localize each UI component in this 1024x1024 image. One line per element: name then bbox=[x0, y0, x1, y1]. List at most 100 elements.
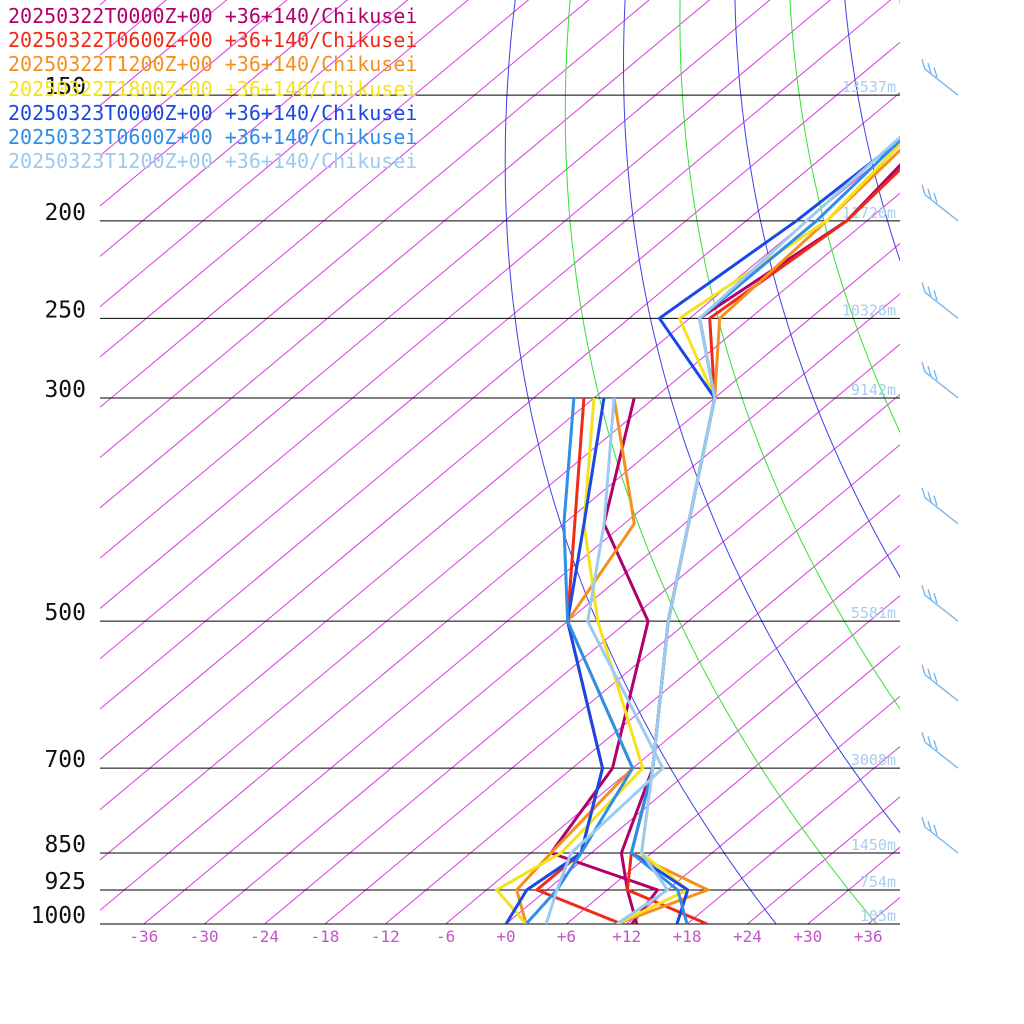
temperature-tick-label: +6 bbox=[557, 927, 576, 946]
wind-barb bbox=[921, 487, 959, 525]
isotherm-line bbox=[324, 444, 900, 924]
temperature-tick-label: -18 bbox=[310, 927, 339, 946]
wind-barb-staff bbox=[924, 674, 959, 702]
wind-barb-staff bbox=[924, 741, 959, 769]
temperature-tick-label: -12 bbox=[371, 927, 400, 946]
legend-entry: 20250323T0600Z+00 +36+140/Chikusei bbox=[8, 125, 418, 150]
pressure-label: 1000 bbox=[31, 903, 86, 929]
pressure-label: 850 bbox=[44, 832, 86, 858]
wind-barb bbox=[921, 584, 959, 622]
isotherm-line bbox=[203, 343, 900, 924]
dewpoint-profile-line bbox=[495, 397, 645, 924]
pressure-label: 200 bbox=[44, 200, 86, 226]
wind-barb-flag bbox=[933, 495, 938, 506]
temperature-profile-line bbox=[616, 148, 900, 924]
legend-entry: 20250322T1800Z+00 +36+140/Chikusei bbox=[8, 76, 418, 101]
isotherm-line bbox=[686, 745, 900, 924]
wind-barb-staff bbox=[924, 594, 959, 622]
wind-barb-flag bbox=[927, 735, 932, 747]
wind-barb-flag bbox=[927, 286, 932, 297]
wind-barb-flag bbox=[933, 192, 938, 204]
dry-adiabat-line bbox=[899, 0, 900, 6]
height-label: 5581m bbox=[851, 604, 896, 622]
legend-entry: 20250322T0600Z+00 +36+140/Chikusei bbox=[8, 28, 418, 53]
isotherm-line bbox=[384, 494, 900, 924]
temperature-tick-label: +24 bbox=[733, 927, 762, 946]
temperature-profile-line bbox=[625, 167, 900, 924]
wind-barb-flag bbox=[933, 592, 938, 604]
temperature-profile-line bbox=[616, 142, 900, 924]
wind-barb-staff bbox=[924, 194, 959, 222]
isotherm-line bbox=[867, 896, 900, 924]
dry-adiabat-line bbox=[504, 0, 777, 924]
wind-barb-flag bbox=[921, 58, 926, 70]
dewpoint-profile-line bbox=[504, 397, 606, 924]
wind-barb-staff bbox=[924, 497, 959, 525]
dry-adiabat-line bbox=[564, 0, 878, 924]
temperature-profile-line bbox=[629, 138, 900, 924]
dry-adiabat-line bbox=[789, 0, 900, 434]
isotherm-line bbox=[505, 595, 900, 924]
pressure-label: 925 bbox=[44, 869, 86, 895]
legend-entry: 20250323T0000Z+00 +36+140/Chikusei bbox=[8, 100, 418, 125]
height-label: 3008m bbox=[851, 751, 896, 769]
wind-barb bbox=[921, 664, 959, 702]
temperature-tick-label: -6 bbox=[436, 927, 455, 946]
height-label: 754m bbox=[860, 873, 896, 891]
isotherm-line bbox=[929, 0, 1024, 924]
wind-barb-flag bbox=[927, 588, 932, 600]
isotherm-line bbox=[264, 393, 900, 924]
isotherm-line bbox=[566, 645, 900, 924]
wind-barb-staff bbox=[924, 291, 959, 319]
wind-barb-flag bbox=[927, 365, 932, 377]
wind-barb-flag bbox=[933, 66, 938, 78]
wind-barb bbox=[921, 731, 959, 769]
temperature-tick-label: -24 bbox=[250, 927, 279, 946]
legend: 20250322T0000Z+00 +36+140/Chikusei 202503… bbox=[8, 4, 417, 173]
wind-barb-staff bbox=[924, 371, 959, 399]
dry-adiabat-line bbox=[844, 0, 900, 262]
wind-barb-flag bbox=[921, 487, 926, 498]
wind-barb-flag bbox=[933, 369, 938, 381]
dry-adiabat-line bbox=[622, 0, 900, 834]
wind-barb bbox=[921, 816, 959, 854]
dry-adiabat-line bbox=[679, 0, 900, 710]
wind-barb-flag bbox=[921, 816, 926, 828]
wind-barb-flag bbox=[927, 62, 932, 74]
wind-barb-flag bbox=[927, 668, 932, 680]
wind-barb-flag bbox=[933, 672, 938, 684]
isotherm-line bbox=[989, 0, 1024, 924]
legend-entry: 20250322T1200Z+00 +36+140/Chikusei bbox=[8, 52, 418, 77]
wind-barb-flag bbox=[927, 491, 932, 502]
legend-entry: 20250323T1200Z+00 +36+140/Chikusei bbox=[8, 149, 418, 174]
temperature-tick-label: -30 bbox=[190, 927, 219, 946]
temperature-tick-label: +0 bbox=[496, 927, 515, 946]
wind-barbs bbox=[921, 58, 959, 854]
pressure-label: 700 bbox=[44, 747, 86, 773]
wind-barb bbox=[921, 361, 959, 399]
wind-barb-flag bbox=[921, 584, 926, 596]
wind-barb bbox=[921, 58, 959, 96]
dry-adiabat-line bbox=[986, 0, 1024, 924]
temperature-tick-label: +30 bbox=[793, 927, 822, 946]
dry-adiabat-line bbox=[939, 0, 1024, 924]
height-label: 13537m bbox=[842, 78, 896, 96]
wind-barb bbox=[921, 282, 959, 319]
wind-barb-flag bbox=[921, 282, 926, 293]
wind-barb-flag bbox=[927, 820, 932, 832]
pressure-label: 250 bbox=[44, 297, 86, 323]
dewpoint-profile-line bbox=[544, 397, 665, 924]
wind-barb-flag bbox=[933, 739, 938, 751]
wind-barb-flag bbox=[927, 188, 932, 200]
temperature-tick-label: +18 bbox=[673, 927, 702, 946]
wind-barb-flag bbox=[933, 824, 938, 836]
height-label: 11720m bbox=[842, 204, 896, 222]
wind-barb-flag bbox=[921, 361, 926, 373]
height-label: 105m bbox=[860, 907, 896, 925]
wind-barb-staff bbox=[924, 68, 959, 96]
wind-barb-flag bbox=[921, 184, 926, 196]
pressure-label: 150 bbox=[44, 74, 86, 100]
temperature-tick-label: +12 bbox=[612, 927, 641, 946]
wind-barb-flag bbox=[933, 290, 938, 301]
temperature-profile-line bbox=[629, 138, 900, 924]
